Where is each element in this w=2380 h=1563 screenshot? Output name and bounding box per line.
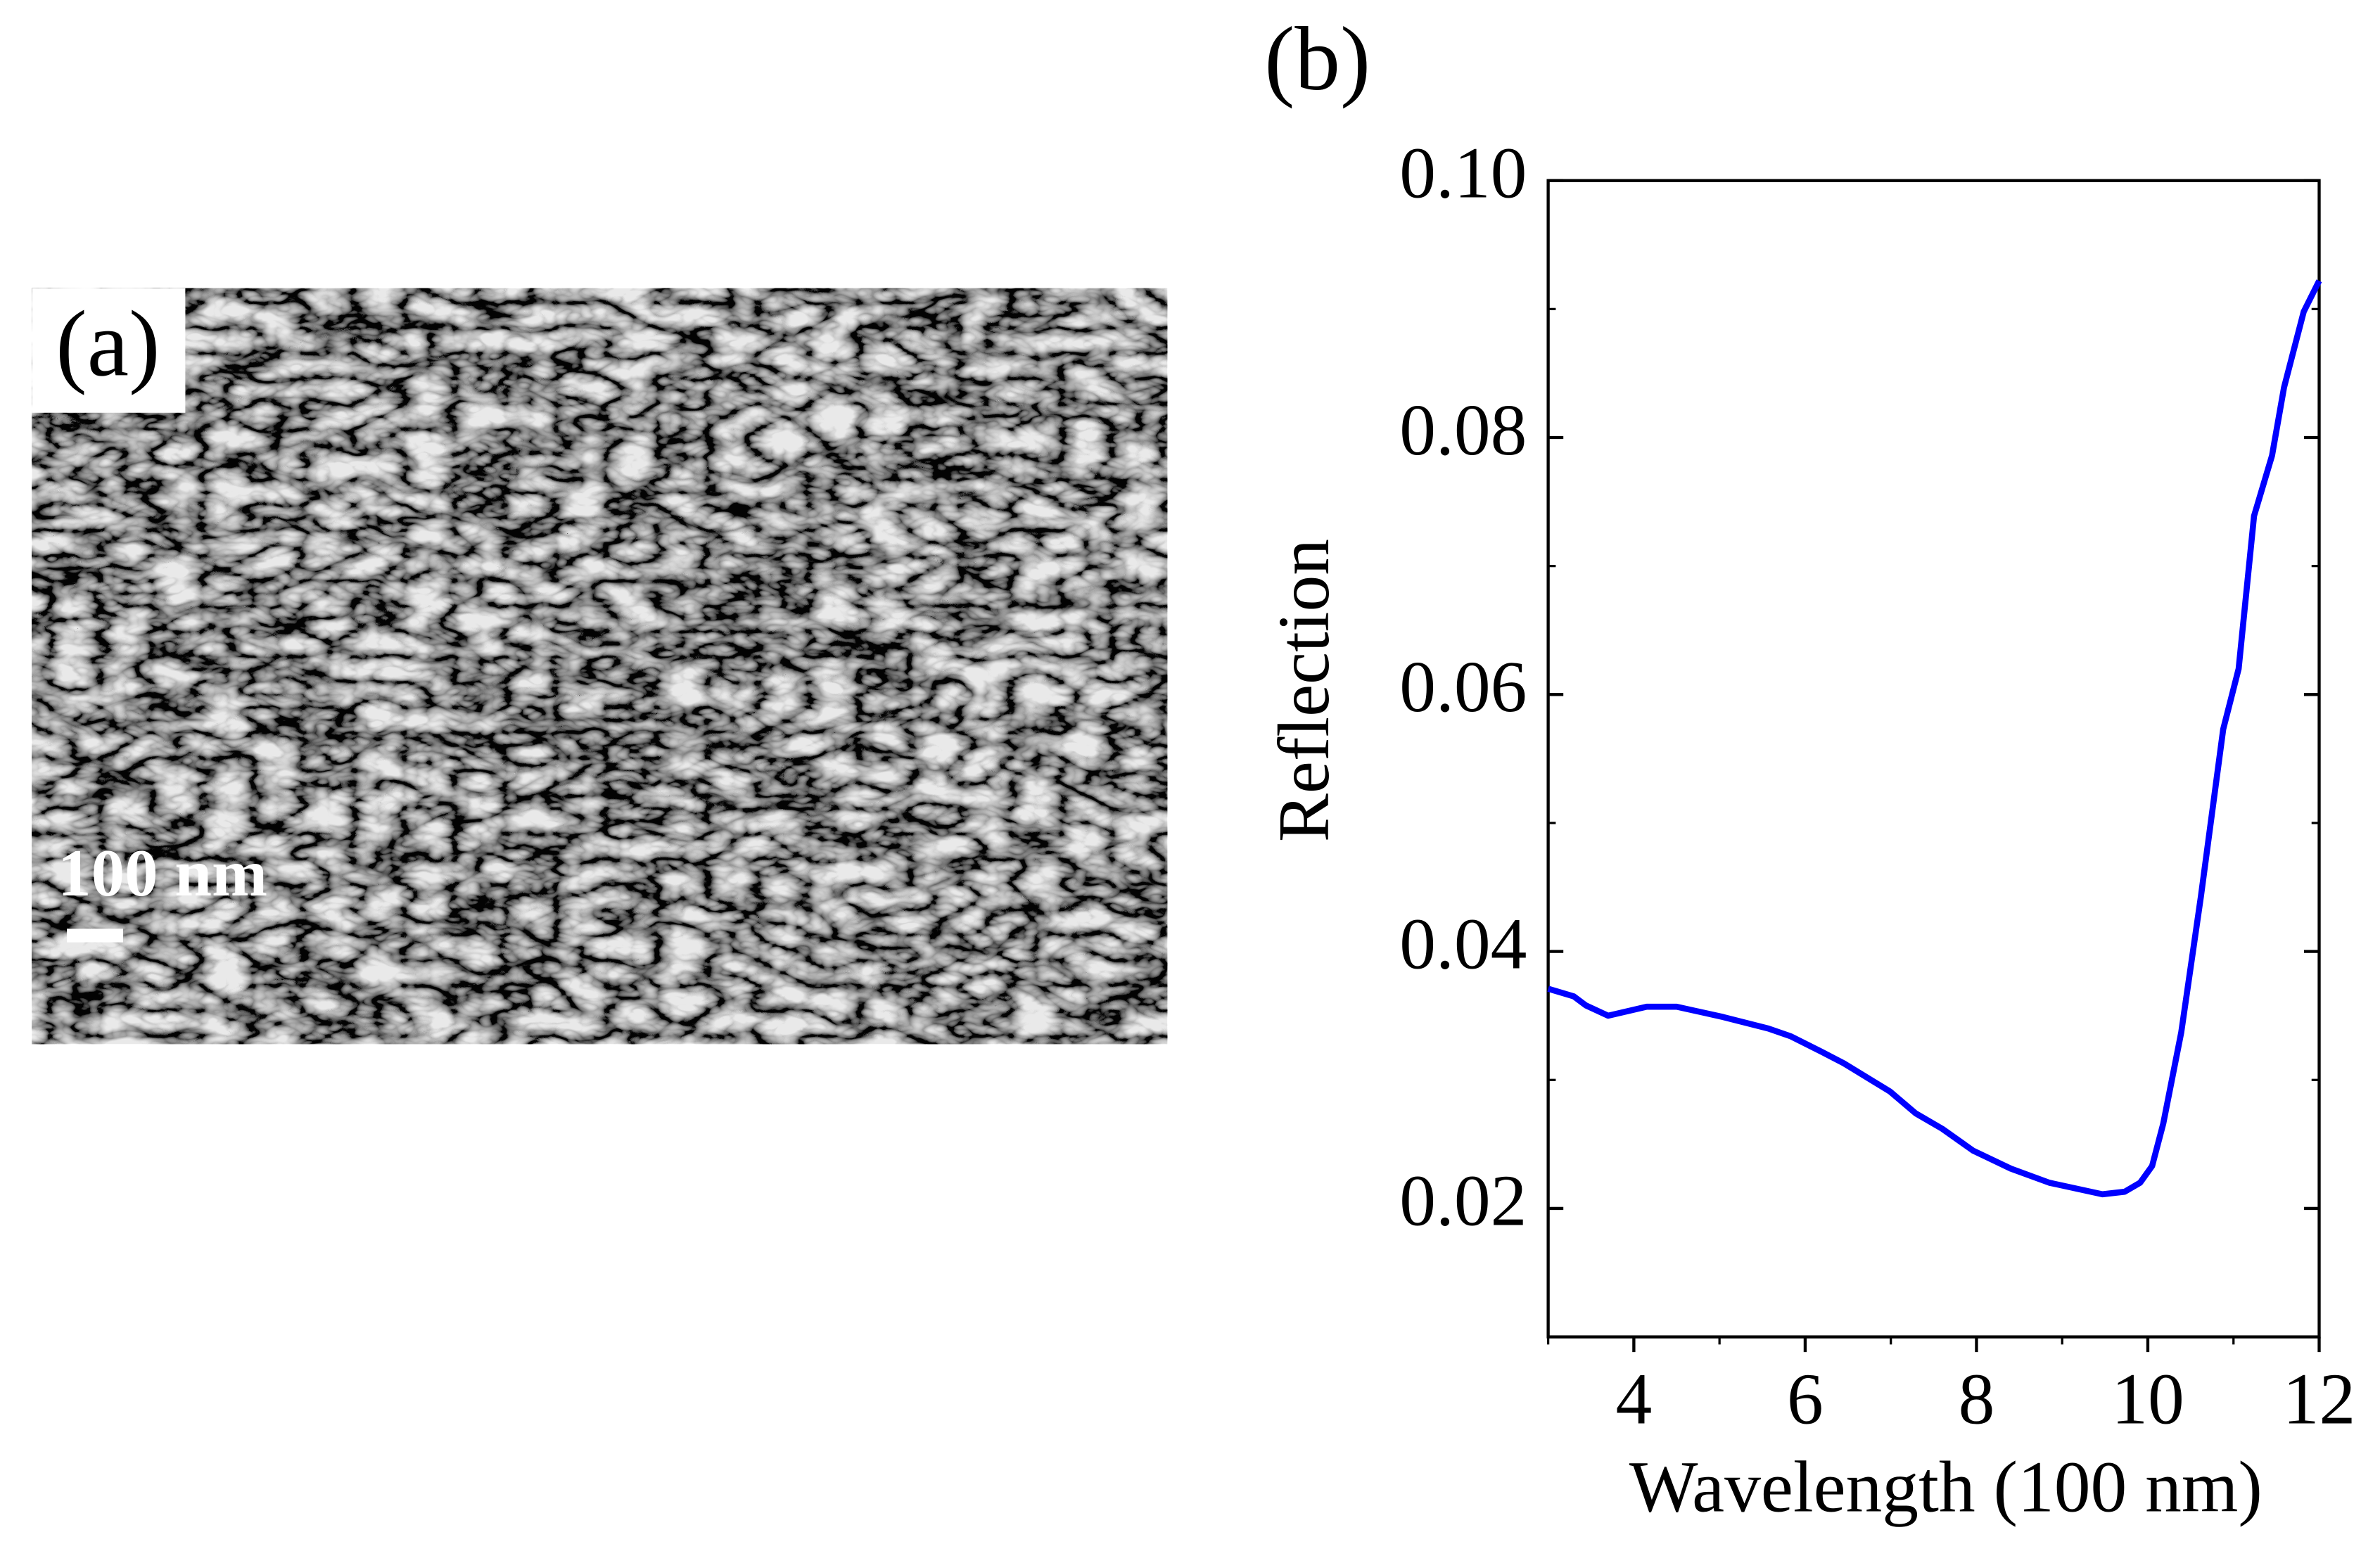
panel-label: (b) <box>1264 8 1370 109</box>
x-tick-label: 6 <box>1787 1360 1824 1440</box>
y-tick-label: 0.10 <box>1399 133 1527 213</box>
sem-image: (a) 100 nm <box>32 288 1168 1045</box>
y-tick-label: 0.06 <box>1399 647 1527 727</box>
y-tick-label: 0.08 <box>1399 390 1527 471</box>
y-tick-label: 0.04 <box>1399 904 1527 984</box>
x-axis-label: Wavelength (100 nm) <box>1629 1448 2263 1528</box>
y-tick-label: 0.02 <box>1399 1161 1527 1242</box>
x-tick-label: 10 <box>2111 1360 2184 1440</box>
panel-label-box <box>32 288 186 413</box>
x-tick-label: 4 <box>1616 1360 1653 1440</box>
plot-frame <box>1546 179 2321 1339</box>
x-tick-label: 12 <box>2283 1360 2356 1440</box>
scale-bar-label: 100 nm <box>58 836 267 910</box>
x-tick-label: 8 <box>1959 1360 1995 1440</box>
scale-bar <box>67 929 123 943</box>
panel-label: (a) <box>56 291 160 395</box>
y-axis-label: Reflection <box>1264 539 1344 842</box>
data-line <box>1547 279 2322 1198</box>
